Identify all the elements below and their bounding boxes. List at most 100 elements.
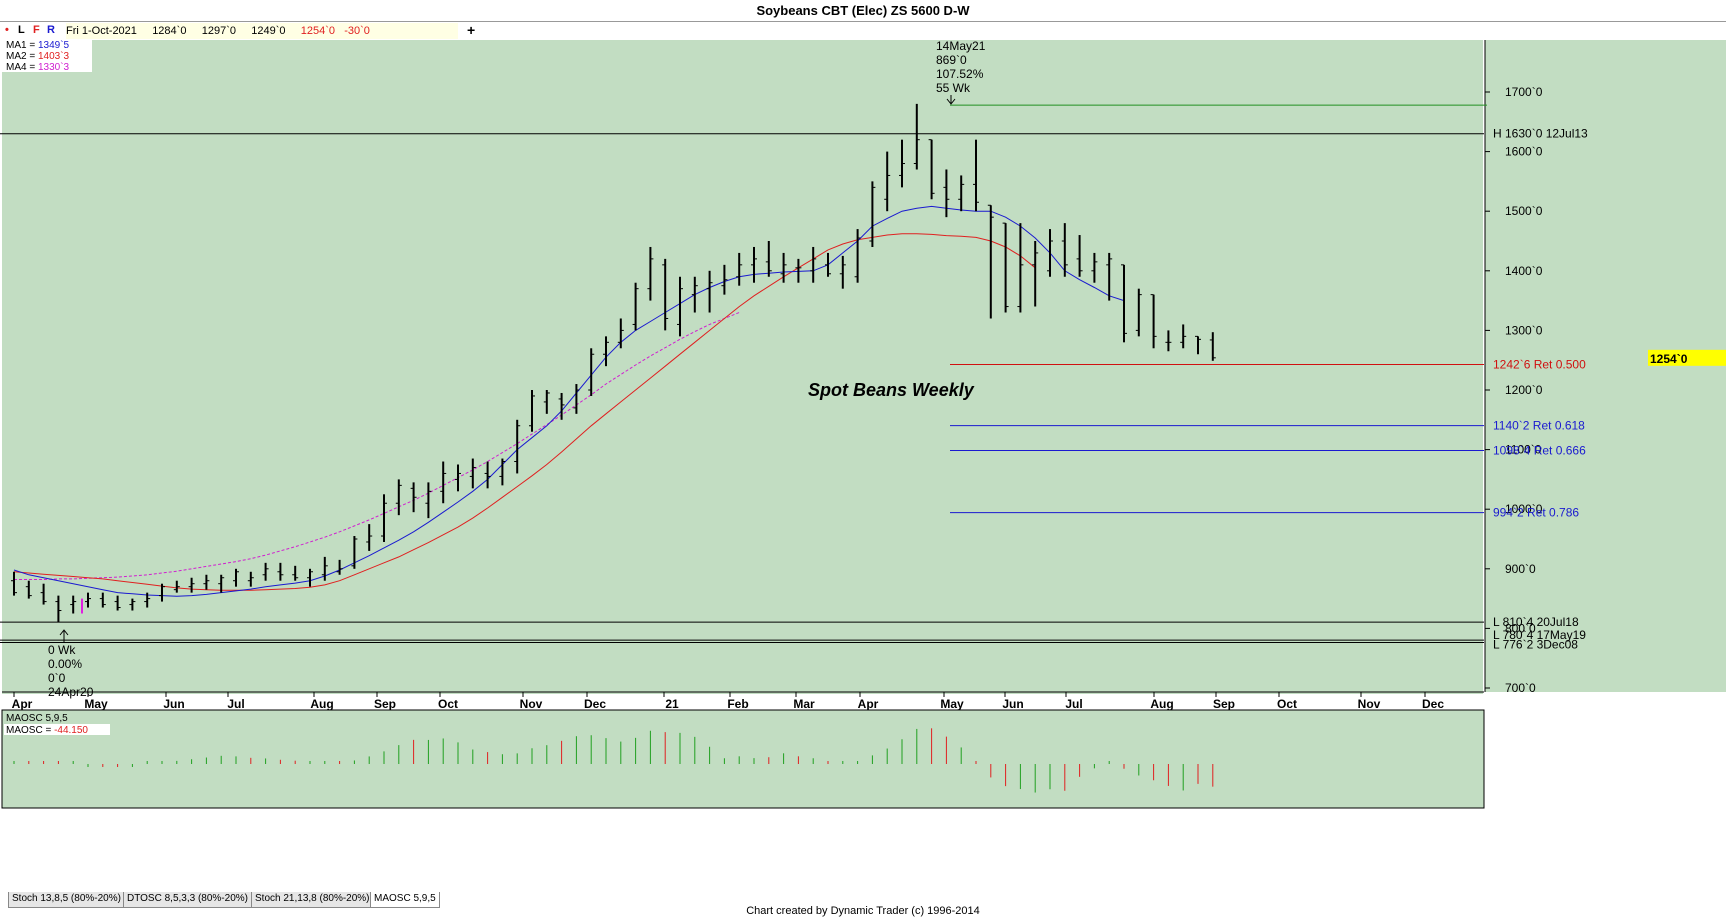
low-points-label: 0`0 [48,671,66,685]
osc-value-box [4,724,110,735]
bar-info-ohlc: Fri 1-Oct-2021 1284`0 1297`0 1249`0 [66,25,301,37]
x-tick-label: Feb [727,697,748,711]
ma1-line [13,205,1125,597]
high-weeks-label: 55 Wk [936,81,971,95]
y-tick-label: 1200`0 [1505,383,1543,397]
high-arrow-head-icon [946,98,956,105]
ohlc-bar [751,246,757,283]
toolbar-r-button[interactable]: R [47,24,55,36]
ohlc-bar [395,479,402,516]
toolbar-f-button[interactable]: F [33,24,40,36]
x-tick-label: Sep [1213,697,1235,711]
ohlc-bar [662,258,669,331]
footer-credit: Chart created by Dynamic Trader (c) 1996… [746,905,980,917]
add-study-icon[interactable]: + [467,22,476,38]
ohlc-bar [1076,235,1083,277]
ohlc-bar [292,565,299,581]
ohlc-bar [307,568,313,587]
price-plot-area [2,40,1483,694]
ohlc-bar [899,139,905,188]
ohlc-bar [410,482,417,513]
low-date-label: 24Apr20 [48,685,94,699]
ohlc-bar [469,458,476,489]
x-tick-label: Apr [12,697,33,711]
x-tick-label: Jul [227,697,244,711]
ohlc-bar [839,255,846,289]
y-tick-label: 700`0 [1505,681,1536,695]
ohlc-bar [1209,332,1216,361]
ma-legend-box [2,40,92,72]
ma1-legend-label: MA1 = [6,40,38,51]
ohlc-bar [1180,324,1187,349]
x-tick-label: Sep [374,697,396,711]
x-tick-label: Nov [520,697,543,711]
osc-label: MAOSC = [6,725,54,736]
ohlc-bar [159,583,165,602]
oscillator-panel [1,709,1485,809]
osc-legend: MAOSC = -44.150 [6,725,88,736]
record-dot-icon[interactable]: • [5,24,9,36]
bar-info-change: -30`0 [344,25,370,37]
ohlc-bar [1195,335,1201,355]
ohlc-bar [543,390,550,414]
ma1-legend: MA1 = 1349`5 [6,40,70,51]
low-percent-label: 0.00% [48,657,82,671]
ohlc-bar [55,595,62,623]
y-tick-label: 1300`0 [1505,323,1543,337]
ohlc-bar [529,390,535,432]
ohlc-bar [987,204,994,319]
y-tick-label: 1100`0 [1505,443,1542,457]
chart-title: Soybeans CBT (Elec) ZS 5600 D-W [0,0,1726,22]
current-price-label: 1254`0 [1650,352,1688,366]
ohlc-bar [366,524,373,551]
ohlc-bar [203,574,210,590]
ohlc-bar [1106,252,1113,301]
x-tick-label: Jul [1065,697,1082,711]
x-tick-label: Mar [793,697,815,711]
tab-maosc[interactable]: MAOSC 5,9,5 [370,892,440,908]
bar-info-close: 1254`0 [300,25,336,37]
ohlc-bar [825,252,831,277]
ma2-legend-label: MA2 = [6,51,38,62]
x-tick-label: Dec [1422,697,1444,711]
ohlc-bar [188,577,195,593]
ohlc-bar [721,264,728,295]
ohlc-bar [943,169,950,218]
high-percent-label: 107.52% [936,67,984,81]
ohlc-bar [514,419,521,474]
x-tick-label: Jun [163,697,184,711]
bar-info-readout: Fri 1-Oct-2021 1284`0 1297`0 1249`0 1254… [66,23,458,39]
toolbar: • L F R Fri 1-Oct-2021 1284`0 1297`0 124… [0,22,1726,40]
ma2-line [13,233,1036,591]
low-arrow-head-icon [59,629,69,636]
x-tick-label: Oct [1277,697,1297,711]
x-tick-label: Nov [1358,697,1381,711]
level-label: 1140`2 Ret 0.618 [1493,419,1585,433]
ma4-legend: MA4 = 1330`3 [6,61,70,73]
ohlc-bar [144,592,151,608]
ohlc-bar [1017,223,1024,313]
ohlc-bar [1002,222,1009,313]
ohlc-bar [617,318,624,349]
price-chart[interactable]: 700`0 800`0 900`0 1000`0 1100`0 1200`0 1300`0 1… [0,40,1726,892]
level-label: L 776`2 3Dec08 [1493,638,1578,652]
ohlc-bar [321,556,328,581]
high-date-label: 14May21 [936,40,986,53]
ohlc-bar [1032,241,1039,307]
ohlc-bar [1047,229,1053,277]
toolbar-l-button[interactable]: L [18,24,25,36]
ohlc-bar [647,246,654,301]
level-label: 1098`4 Ret 0.666 [1493,443,1586,457]
ma4-line [14,312,740,580]
ohlc-bar [262,562,269,581]
ohlc-bar [381,494,387,542]
ohlc-bar [336,559,343,575]
level-label: L 810`4 20Jul18 [1493,615,1579,629]
x-tick-label: Apr [858,697,879,711]
x-tick-label: Oct [438,697,458,711]
x-tick-label: Aug [310,697,333,711]
level-label: 994`2 Ret 0.786 [1493,506,1579,520]
ohlc-bar [85,592,91,608]
y-tick-label: 1500`0 [1505,204,1543,218]
ohlc-bar [233,568,239,587]
